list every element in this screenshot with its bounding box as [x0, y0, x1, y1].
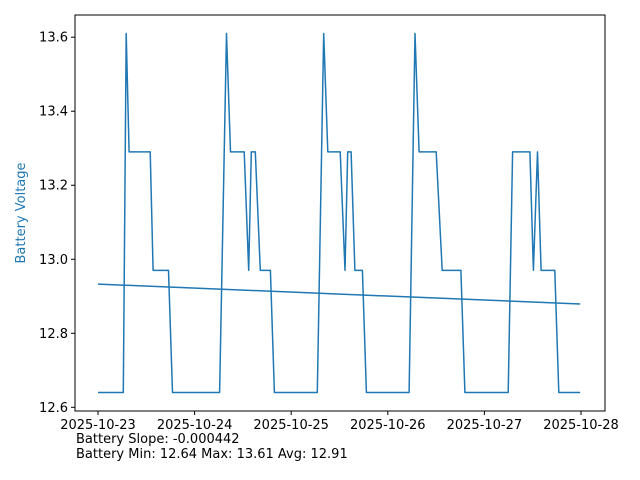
trend-line [97, 283, 581, 305]
y-tick-label: 13.0 [39, 253, 68, 268]
stats-block: Battery Slope: -0.000442 Battery Min: 12… [76, 432, 348, 462]
battery-range-text: Battery Min: 12.64 Max: 13.61 Avg: 12.91 [76, 447, 348, 462]
y-tick-label: 12.6 [39, 401, 68, 416]
x-tick-label: 2025-10-28 [543, 418, 619, 433]
y-axis-label: Battery Voltage [14, 162, 29, 263]
y-tick-label: 13.4 [39, 105, 68, 120]
x-tick-label: 2025-10-24 [157, 418, 233, 433]
y-tick-label: 12.8 [39, 327, 68, 342]
axes-layer: 2025-10-23 2025-10-24 2025-10-25 2025-10-26… [39, 31, 619, 433]
battery-slope-text: Battery Slope: -0.000442 [76, 432, 240, 447]
x-tick-label: 2025-10-27 [447, 418, 523, 433]
x-tick-label: 2025-10-26 [350, 418, 426, 433]
x-tick-label: 2025-10-25 [253, 418, 329, 433]
y-tick-label: 13.2 [39, 179, 68, 194]
series-layer [97, 32, 581, 394]
voltage-series-line [98, 32, 581, 394]
y-tick-label: 13.6 [39, 31, 68, 46]
plot-frame [74, 14, 606, 412]
plot-background [75, 15, 605, 411]
x-tick-label: 2025-10-23 [60, 418, 136, 433]
